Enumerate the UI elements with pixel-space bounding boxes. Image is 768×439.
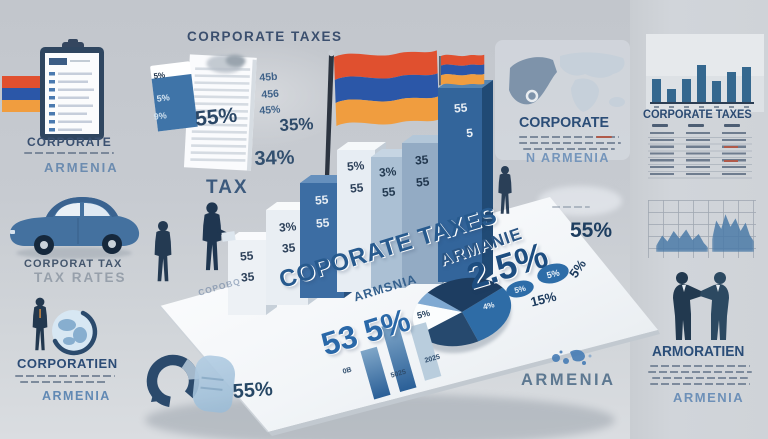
rightcol-microtext-3 <box>652 377 748 380</box>
svg-text:5: 5 <box>466 126 474 141</box>
world-map <box>509 52 625 112</box>
minicard-value-b: 9% <box>153 110 168 122</box>
armenian-flag-mini <box>439 54 485 86</box>
svg-text:55: 55 <box>415 174 430 189</box>
list-value-2: 456 <box>261 87 280 101</box>
bottom-armenia: ARMENIA <box>521 371 616 389</box>
bar-7: 55 5 <box>438 54 493 282</box>
topleft-armenia: ARMENIA <box>44 160 119 175</box>
document-value: 55% <box>194 103 239 131</box>
table-header-col1 <box>652 124 668 127</box>
rightmid-tiny-caption <box>552 206 590 209</box>
tax-label: TAX <box>206 177 249 198</box>
handshake-illustration <box>673 272 729 340</box>
minicard-value-a: 5% <box>156 92 171 104</box>
rightmid-armenia: N ARMENIA <box>526 151 610 165</box>
badge-a-label: 5% <box>513 283 527 295</box>
area-cluster-right <box>712 214 754 252</box>
bottomleft-armenia: ARMENIA <box>42 389 111 403</box>
svg-text:55: 55 <box>315 215 330 230</box>
rightcol-microtext-4 <box>650 383 750 386</box>
svg-text:55: 55 <box>349 180 364 195</box>
small-bar-chart-card <box>646 34 764 112</box>
value-34: 34% <box>254 146 295 170</box>
svg-text:55: 55 <box>239 248 254 263</box>
rightmid-heading: CORPORATE <box>519 114 609 131</box>
rightcol-data-table <box>648 124 752 180</box>
rightcol-armenia: ARMENIA <box>673 390 745 405</box>
minicard-top-value: 5% <box>153 70 166 81</box>
list-value-1: 45b <box>259 70 278 84</box>
value-35: 35% <box>279 114 314 135</box>
area-cluster-left <box>656 229 708 252</box>
table-header-col3 <box>724 124 740 127</box>
rightcol-microtext-2 <box>648 371 752 374</box>
svg-text:35: 35 <box>281 240 296 255</box>
svg-text:55: 55 <box>453 100 468 115</box>
mini-bar-chart <box>360 321 442 400</box>
rightcol-microtext-1 <box>650 365 750 368</box>
svg-text:3%: 3% <box>378 164 397 179</box>
light-figure-blob <box>191 354 237 414</box>
car-caption-line1: CORPORAT TAX <box>24 258 123 270</box>
blue-splatter <box>552 349 592 365</box>
clipboard-icon <box>40 39 104 140</box>
svg-text:35: 35 <box>240 269 255 284</box>
bar-chart-3d: 55 35 3% 35 55 55 <box>228 54 493 315</box>
bottomleft-value: 55% <box>232 378 274 403</box>
small-businessman <box>498 166 512 214</box>
top-heading: CORPORATE TAXES <box>187 29 343 44</box>
rightcol-chart-title: CORPORATE TAXES <box>643 107 752 121</box>
svg-text:5%: 5% <box>346 158 365 173</box>
rightcol-grid-chart <box>648 200 756 258</box>
rightmid-microtext-3 <box>523 148 615 151</box>
table-red-value-1 <box>724 146 738 149</box>
svg-text:55: 55 <box>381 184 396 199</box>
pie-chart <box>412 277 512 347</box>
businessmen-silhouettes <box>154 202 236 282</box>
car-caption-line2: TAX RATES <box>34 270 127 285</box>
svg-text:55: 55 <box>314 192 329 207</box>
list-value-3: 45% <box>259 103 281 117</box>
bottomleft-heading: CORPORATIEN <box>17 356 118 371</box>
topleft-heading: CORPORATE <box>27 135 112 149</box>
rightcol-heading: ARMORATIEN <box>652 344 745 360</box>
car-illustration <box>10 197 140 259</box>
rightmid-value: 55% <box>570 219 613 242</box>
rightmid-red-word <box>596 136 612 139</box>
badge-b-label: 5% <box>545 267 561 280</box>
bottomleft-microtext-1 <box>15 375 115 378</box>
document-sheet <box>183 54 257 171</box>
rightmid-microtext-2 <box>519 142 621 145</box>
mini-percent-card <box>150 61 198 132</box>
table-header-col2 <box>688 124 704 127</box>
topleft-microtext <box>24 152 114 155</box>
svg-text:3%: 3% <box>278 219 297 234</box>
svg-text:35: 35 <box>414 152 429 167</box>
businessman-with-globe <box>32 297 98 356</box>
rightmid-microtext-1 <box>519 136 619 139</box>
bottomleft-microtext-2 <box>20 381 108 384</box>
table-red-value-2 <box>724 160 738 163</box>
table-row-separators <box>648 131 752 179</box>
